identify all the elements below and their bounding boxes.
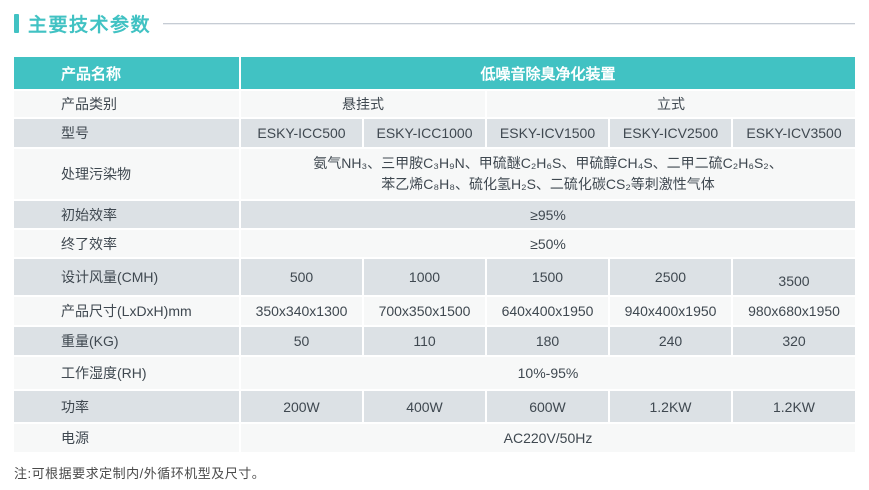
- dimensions-value-cell: 980x680x1950: [732, 296, 855, 327]
- pollutants-row: 处理污染物 氨气NH₃、三甲胺C₃H₉N、甲硫醚C₂H₆S、甲硫醇CH₄S、二甲…: [14, 148, 855, 201]
- model-value-cell: ESKY-ICV3500: [732, 118, 855, 149]
- final-efficiency-label: 终了效率: [14, 229, 241, 259]
- table-header-row: 产品名称 低噪音除臭净化装置: [14, 57, 855, 91]
- initial-efficiency-row: 初始效率 ≥95%: [14, 200, 855, 230]
- header-product-name-label: 产品名称: [14, 57, 241, 91]
- weight-value-cell: 180: [486, 326, 610, 357]
- power-value-cell: 400W: [363, 390, 487, 424]
- weight-value-cell: 110: [363, 326, 487, 357]
- initial-efficiency-value-cell: ≥95%: [240, 200, 855, 230]
- weight-value-cell: 320: [732, 326, 855, 357]
- design-airflow-label: 设计风量(CMH): [14, 258, 241, 297]
- model-value-cell: ESKY-ICC1000: [363, 118, 487, 149]
- model-value-cell: ESKY-ICC500: [240, 118, 364, 149]
- final-efficiency-row: 终了效率 ≥50%: [14, 229, 855, 259]
- category-label: 产品类别: [14, 90, 241, 119]
- pollutants-line-2: 苯乙烯C₈H₈、硫化氢H₂S、二硫化碳CS₂等刺激性气体: [381, 176, 715, 192]
- power-value-cell: 1.2KW: [609, 390, 733, 424]
- model-row: 型号 ESKY-ICC500 ESKY-ICC1000 ESKY-ICV1500…: [14, 118, 855, 149]
- design-airflow-value-cell: 2500: [609, 258, 733, 297]
- category-vertical-cell: 立式: [486, 90, 855, 119]
- power-row: 功率 200W 400W 600W 1.2KW 1.2KW: [14, 390, 855, 424]
- design-airflow-value-cell: 500: [240, 258, 364, 297]
- weight-row: 重量(KG) 50 110 180 240 320: [14, 326, 855, 357]
- power-value-cell: 200W: [240, 390, 364, 424]
- power-value-cell: 1.2KW: [732, 390, 855, 424]
- dimensions-label: 产品尺寸(LxDxH)mm: [14, 296, 241, 327]
- section-title-row: 主要技术参数: [14, 9, 855, 37]
- humidity-row: 工作湿度(RH) 10%-95%: [14, 356, 855, 391]
- design-airflow-offset-value: 3500: [778, 273, 810, 289]
- title-accent-bar-icon: [14, 13, 19, 33]
- title-divider-line: [163, 22, 855, 24]
- initial-efficiency-label: 初始效率: [14, 200, 241, 230]
- humidity-label: 工作湿度(RH): [14, 356, 241, 391]
- header-product-title: 低噪音除臭净化装置: [240, 57, 855, 91]
- page-title: 主要技术参数: [28, 14, 152, 36]
- weight-value-cell: 50: [240, 326, 364, 357]
- spec-table: 产品名称 低噪音除臭净化装置 产品类别 悬挂式 立式 型号 ESKY-ICC50…: [14, 57, 855, 454]
- power-label: 功率: [14, 390, 241, 424]
- power-supply-label: 电源: [14, 423, 241, 454]
- design-airflow-value-cell: 1000: [363, 258, 487, 297]
- pollutants-value-cell: 氨气NH₃、三甲胺C₃H₉N、甲硫醚C₂H₆S、甲硫醇CH₄S、二甲二硫C₂H₆…: [240, 148, 855, 201]
- power-supply-row: 电源 AC220V/50Hz: [14, 423, 855, 454]
- model-value-cell: ESKY-ICV1500: [486, 118, 610, 149]
- design-airflow-value-cell: 3500: [732, 258, 855, 297]
- dimensions-value-cell: 700x350x1500: [363, 296, 487, 327]
- design-airflow-value-cell: 1500: [486, 258, 610, 297]
- power-supply-value-cell: AC220V/50Hz: [240, 423, 855, 454]
- weight-value-cell: 240: [609, 326, 733, 357]
- dimensions-value-cell: 640x400x1950: [486, 296, 610, 327]
- dimensions-value-cell: 350x340x1300: [240, 296, 364, 327]
- dimensions-row: 产品尺寸(LxDxH)mm 350x340x1300 700x350x1500 …: [14, 296, 855, 327]
- power-value-cell: 600W: [486, 390, 610, 424]
- dimensions-value-cell: 940x400x1950: [609, 296, 733, 327]
- final-efficiency-value-cell: ≥50%: [240, 229, 855, 259]
- footnote: 注:可根据要求定制内/外循环机型及尺寸。: [14, 466, 266, 481]
- model-value-cell: ESKY-ICV2500: [609, 118, 733, 149]
- humidity-value-cell: 10%-95%: [240, 356, 855, 391]
- category-row: 产品类别 悬挂式 立式: [14, 90, 855, 119]
- model-label: 型号: [14, 118, 241, 149]
- design-airflow-row: 设计风量(CMH) 500 1000 1500 2500 3500: [14, 258, 855, 297]
- pollutants-line-1: 氨气NH₃、三甲胺C₃H₉N、甲硫醚C₂H₆S、甲硫醇CH₄S、二甲二硫C₂H₆…: [313, 155, 783, 171]
- weight-label: 重量(KG): [14, 326, 241, 357]
- pollutants-label: 处理污染物: [14, 148, 241, 201]
- category-hanging-cell: 悬挂式: [240, 90, 487, 119]
